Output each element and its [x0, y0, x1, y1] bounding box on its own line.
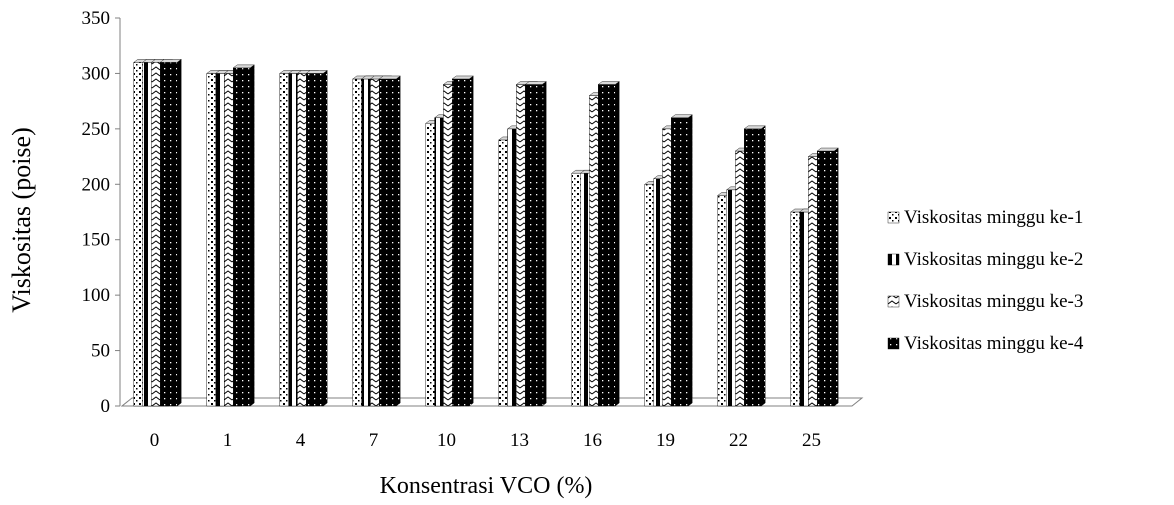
chart-legend: Viskositas minggu ke-1 Viskositas minggu … [887, 207, 1084, 354]
bar [524, 81, 547, 407]
bar-side [176, 58, 182, 407]
legend-swatch [887, 337, 900, 350]
bar-top [378, 75, 401, 80]
y-tick-label: 300 [82, 63, 111, 84]
x-tick-label: 4 [296, 430, 306, 451]
bar-front [232, 67, 251, 407]
x-tick-label: 0 [150, 430, 160, 451]
y-tick-label: 250 [82, 119, 111, 140]
bar-top [159, 59, 182, 63]
y-tick-label: 0 [101, 396, 111, 417]
legend-swatch [887, 253, 900, 266]
bar-front [744, 128, 762, 407]
bar-top [816, 147, 839, 152]
bar [816, 147, 839, 407]
bar-side [469, 75, 474, 407]
bar-top [597, 81, 620, 85]
bar [743, 125, 766, 407]
legend-label: Viskositas minggu ke-2 [904, 249, 1083, 270]
bar-side [249, 64, 255, 407]
bar-side [323, 70, 328, 407]
legend-item: Viskositas minggu ke-1 [887, 207, 1083, 228]
bar-side [542, 81, 547, 407]
legend-label: Viskositas minggu ke-3 [904, 291, 1083, 312]
x-tick-label: 22 [729, 430, 748, 451]
bar-side [834, 147, 839, 407]
y-axis-title: Viskositas (poise) [7, 127, 36, 312]
bar-front [306, 73, 324, 407]
bar [159, 58, 182, 407]
chart-bars [133, 58, 839, 407]
bar-front [379, 78, 397, 407]
legend-swatch [887, 211, 900, 224]
bar [597, 81, 620, 407]
bar-front [598, 84, 616, 407]
bar [378, 75, 401, 407]
bar [305, 70, 328, 407]
x-axis-title: Konsentrasi VCO (%) [380, 473, 593, 499]
legend-label: Viskositas minggu ke-1 [904, 207, 1083, 228]
bar-side [688, 114, 693, 407]
bar-top [743, 125, 766, 130]
bar-front [159, 62, 178, 407]
bar-top [451, 75, 474, 80]
x-tick-label: 7 [369, 430, 379, 451]
bar-front [452, 78, 470, 407]
bar-front [525, 84, 543, 407]
legend-item: Viskositas minggu ke-2 [887, 249, 1083, 270]
bar-top [524, 81, 547, 85]
bar-side [396, 75, 401, 407]
y-tick-label: 350 [82, 8, 111, 29]
x-tick-label: 13 [510, 430, 529, 451]
y-tick-label: 100 [82, 285, 111, 306]
bar-front [817, 150, 835, 407]
bar-top [670, 114, 693, 118]
chart-tick-labels: 0 50 100 150 200 250 300 350 0 1 4 7 10 13 16 19 22 25 [82, 8, 822, 451]
bar-front [671, 117, 689, 407]
bar [232, 64, 255, 407]
x-tick-label: 1 [223, 430, 233, 451]
y-tick-label: 200 [82, 174, 111, 195]
x-tick-label: 16 [583, 430, 602, 451]
y-tick-label: 50 [91, 341, 110, 362]
legend-item: Viskositas minggu ke-4 [887, 333, 1084, 354]
bar-top [305, 70, 328, 74]
legend-item: Viskositas minggu ke-3 [887, 291, 1083, 312]
x-tick-label: 10 [437, 430, 456, 451]
bar [451, 75, 474, 407]
y-tick-label: 150 [82, 230, 111, 251]
legend-label: Viskositas minggu ke-4 [904, 333, 1084, 354]
bar-side [615, 81, 620, 407]
x-tick-label: 19 [656, 430, 675, 451]
bar [670, 114, 693, 407]
x-tick-label: 25 [802, 430, 821, 451]
legend-swatch [887, 295, 900, 308]
bar-top [232, 64, 255, 69]
bar-side [761, 125, 766, 407]
